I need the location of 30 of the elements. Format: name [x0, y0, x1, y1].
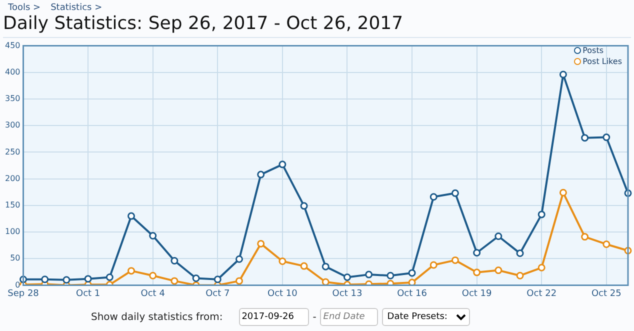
x-tick-label: Oct 16 — [397, 288, 428, 299]
legend-label: Post Likes — [582, 56, 622, 67]
y-tick-label: 0 — [15, 280, 20, 290]
x-tick-label: Oct 10 — [268, 288, 298, 299]
legend-label: Posts — [582, 45, 604, 56]
x-tick-label: Sep 28 — [8, 288, 40, 299]
y-tick-label: 100 — [4, 227, 20, 236]
x-tick-label: Oct 25 — [591, 288, 622, 299]
y-tick-label: 350 — [4, 94, 20, 104]
x-tick-label: Oct 13 — [332, 288, 362, 299]
x-tick-label: Oct 19 — [462, 288, 492, 299]
text: Show daily statistics from: — [91, 312, 223, 322]
x-tick-label: Oct 1 — [76, 288, 100, 299]
y-tick-label: 200 — [4, 174, 20, 183]
text: Date Presets: — [382, 308, 470, 326]
y-tick-label: 400 — [4, 67, 20, 76]
y-tick-label: 300 — [4, 120, 20, 130]
y-tick-label: 450 — [4, 40, 20, 50]
y-tick-label: 50 — [10, 254, 20, 263]
y-tick-label: 250 — [4, 147, 20, 156]
text: Tools > — [8, 3, 41, 13]
x-tick-label: Oct 7 — [206, 288, 230, 299]
x-tick-label: Oct 22 — [526, 288, 557, 299]
text: - — [312, 312, 316, 322]
text: Statistics > — [50, 3, 102, 13]
chart-title: Daily Statistics: Sep 26, 2017 - Oct 26, 2017 — [3, 13, 404, 34]
y-tick-label: 150 — [4, 200, 20, 210]
x-tick-label: Oct 4 — [140, 288, 166, 299]
text: 2017-09-26 — [238, 308, 309, 326]
text: End Date — [320, 308, 378, 326]
